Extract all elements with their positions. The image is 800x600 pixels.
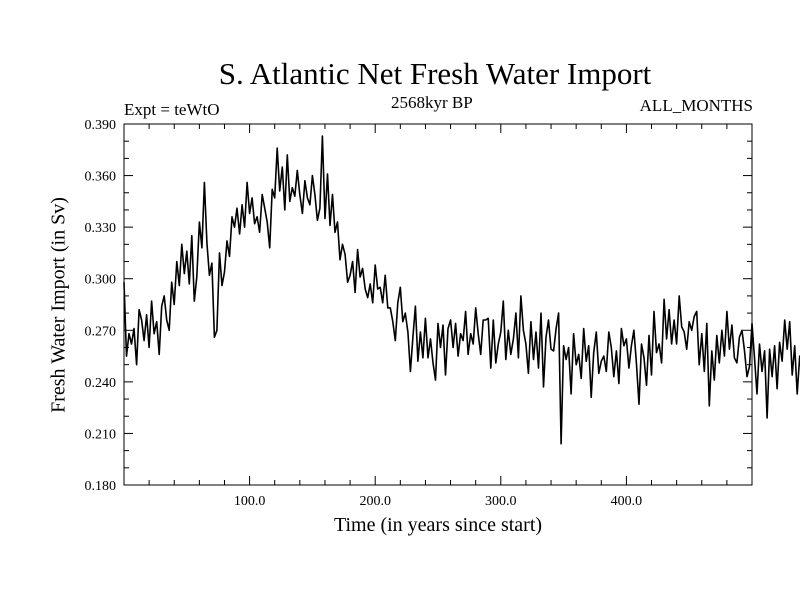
period-label: ALL_MONTHS [639, 96, 753, 115]
y-tick-label: 0.300 [85, 273, 117, 288]
y-tick-label: 0.330 [85, 221, 117, 236]
data-series-line [123, 135, 800, 445]
x-axis-label: Time (in years since start) [333, 514, 543, 536]
chart-title: S. Atlantic Net Fresh Water Import [218, 56, 652, 91]
y-tick-label: 0.360 [85, 170, 117, 185]
y-tick-label: 0.210 [85, 427, 117, 442]
x-tick-label: 400.0 [611, 494, 643, 509]
y-tick-label: 0.390 [85, 118, 117, 133]
x-tick-label: 200.0 [359, 494, 391, 509]
y-tick-label: 0.180 [85, 479, 117, 494]
y-tick-label: 0.270 [85, 324, 117, 339]
chart-subtitle: 2568kyr BP [391, 93, 473, 112]
y-tick-label: 0.240 [85, 376, 117, 391]
experiment-label: Expt = teWtO [124, 100, 220, 119]
x-tick-label: 300.0 [485, 494, 517, 509]
x-tick-label: 100.0 [234, 494, 266, 509]
